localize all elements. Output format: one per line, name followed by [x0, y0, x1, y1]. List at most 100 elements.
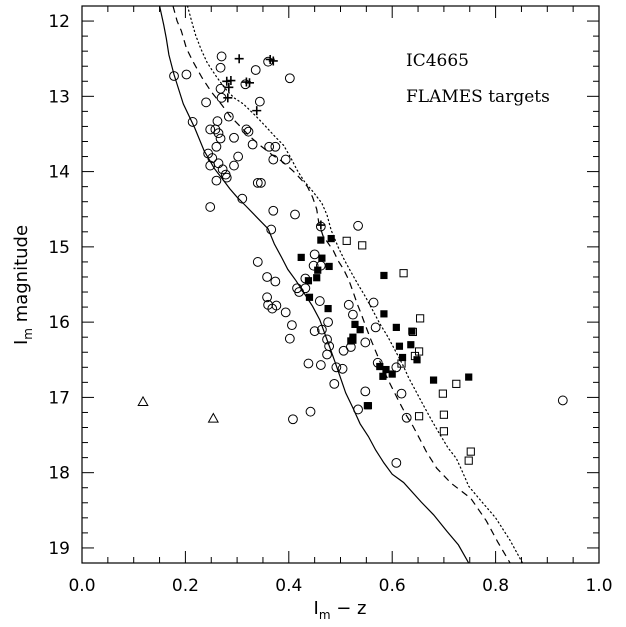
point-open-circle — [252, 177, 263, 188]
point-plus — [234, 54, 244, 64]
point-open-square — [342, 236, 351, 245]
point-open-circle — [229, 160, 239, 171]
point-plus — [316, 220, 326, 230]
point-filled-square — [351, 320, 359, 328]
isochrone-dotted — [186, 6, 524, 563]
point-open-circle — [243, 126, 254, 137]
point-open-square — [358, 241, 367, 250]
point-plus — [223, 93, 233, 103]
point-open-circle — [268, 205, 279, 216]
point-plus — [245, 78, 255, 88]
point-open-circle — [187, 117, 198, 127]
x-tick-label: 0.0 — [68, 576, 95, 596]
point-filled-square — [305, 293, 314, 301]
point-open-square — [439, 410, 448, 419]
point-open-square — [414, 412, 424, 421]
point-open-circle — [241, 124, 252, 135]
isochrone-curves — [159, 6, 524, 563]
point-open-circle — [217, 164, 228, 175]
point-open-circle — [213, 158, 224, 169]
point-filled-square — [327, 234, 335, 243]
y-tick-label: 17 — [48, 388, 70, 408]
point-open-circle — [223, 111, 234, 122]
point-open-circle — [343, 299, 354, 310]
point-open-circle — [368, 297, 379, 308]
point-open-circle — [305, 406, 316, 417]
point-open-circle — [309, 249, 320, 260]
point-filled-square — [395, 342, 404, 350]
y-tick-label: 18 — [48, 464, 70, 484]
point-filled-square — [398, 353, 407, 362]
point-open-circle — [215, 62, 226, 73]
point-filled-square — [376, 362, 384, 371]
point-open-circle — [331, 362, 342, 373]
x-axis-label-main: I — [314, 598, 319, 619]
isochrone-dashed — [172, 6, 511, 563]
point-open-circle — [557, 395, 568, 406]
x-tick-label: 0.4 — [275, 576, 302, 596]
point-open-circle — [264, 141, 275, 152]
point-open-circle — [205, 124, 216, 135]
point-open-circle — [329, 378, 340, 389]
point-open-circle — [284, 73, 295, 84]
point-open-circle — [303, 358, 314, 369]
point-open-circle — [247, 139, 258, 150]
point-open-square — [399, 269, 408, 278]
point-open-circle — [401, 412, 412, 423]
x-tick-label: 1.0 — [585, 576, 612, 596]
point-open-square — [397, 359, 406, 368]
point-open-circle — [240, 79, 251, 90]
point-open-circle — [262, 272, 272, 282]
point-filled-square — [304, 277, 313, 285]
point-open-circle — [322, 334, 332, 345]
point-open-circle — [280, 154, 291, 165]
point-open-circle — [250, 65, 261, 75]
point-open-circle — [201, 97, 211, 108]
point-open-circle — [215, 133, 226, 144]
point-open-square — [464, 456, 473, 465]
annotation-cluster-name: IC4665 — [406, 51, 469, 71]
y-tick-label: 14 — [48, 163, 70, 183]
y-axis-label-main: I — [11, 340, 32, 345]
point-open-circle — [316, 324, 327, 335]
point-open-circle — [353, 220, 363, 231]
point-filled-square — [349, 336, 357, 344]
point-open-circle — [294, 287, 305, 297]
point-open-square — [466, 447, 475, 456]
point-open-circle — [284, 333, 295, 344]
y-tick-label: 13 — [48, 87, 70, 107]
point-open-square — [414, 347, 424, 356]
point-open-circle — [280, 307, 291, 318]
isochrone-solid — [159, 6, 470, 563]
point-open-circle — [308, 260, 319, 271]
point-open-square — [439, 427, 448, 436]
point-open-circle — [353, 404, 363, 415]
point-open-circle — [215, 83, 226, 94]
point-filled-square — [318, 254, 326, 262]
point-open-circle — [213, 128, 224, 139]
x-axis-label-sub: m — [319, 608, 331, 622]
point-open-circle — [254, 96, 265, 107]
point-filled-square — [325, 262, 333, 271]
point-open-circle — [314, 296, 325, 306]
y-axis-label-sub: m — [21, 328, 35, 340]
point-open-circle — [266, 224, 277, 235]
y-tick-label: 15 — [48, 238, 70, 258]
point-open-square — [408, 327, 417, 337]
x-axis-label-rest: − z — [331, 598, 367, 619]
x-axis-label: Im − z — [314, 598, 367, 622]
point-filled-square — [314, 266, 322, 274]
point-open-circle — [262, 292, 272, 303]
point-filled-square — [380, 310, 388, 318]
y-tick-labels: 12 13 14 15 16 17 18 19 — [48, 12, 70, 559]
x-tick-label: 0.8 — [482, 576, 509, 596]
point-open-circle — [348, 309, 358, 320]
point-open-circle — [337, 363, 348, 374]
y-axis-label-rest: magnitude — [11, 225, 32, 328]
point-open-circle — [229, 132, 239, 143]
point-open-circle — [287, 320, 297, 331]
point-plus — [268, 56, 278, 66]
point-open-square — [410, 351, 420, 361]
point-open-circle — [322, 349, 332, 360]
